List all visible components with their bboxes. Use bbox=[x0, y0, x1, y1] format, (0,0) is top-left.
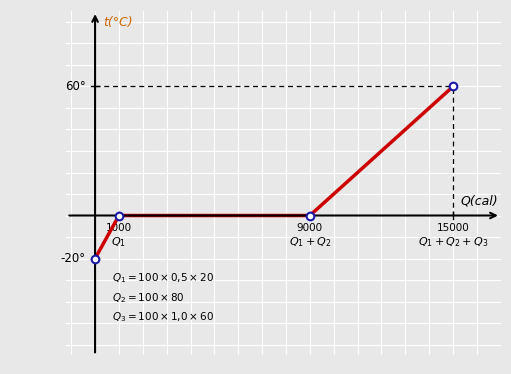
Text: -20°: -20° bbox=[60, 252, 85, 265]
Text: $Q_2 = 100 \times 80$: $Q_2 = 100 \times 80$ bbox=[112, 291, 184, 304]
Text: $Q_1 = 100 \times 0{,}5 \times 20$: $Q_1 = 100 \times 0{,}5 \times 20$ bbox=[112, 272, 214, 285]
Text: Q(cal): Q(cal) bbox=[461, 195, 498, 208]
Text: t(°C): t(°C) bbox=[103, 15, 133, 28]
Text: $Q_3 = 100 \times 1{,}0 \times 60$: $Q_3 = 100 \times 1{,}0 \times 60$ bbox=[112, 310, 214, 324]
Text: $Q_1+Q_2$: $Q_1+Q_2$ bbox=[289, 235, 331, 249]
Text: 60°: 60° bbox=[65, 80, 85, 93]
Text: $Q_1+Q_2+Q_3$: $Q_1+Q_2+Q_3$ bbox=[418, 235, 488, 249]
Text: $Q_1$: $Q_1$ bbox=[111, 235, 126, 249]
Text: 1000: 1000 bbox=[106, 223, 132, 233]
Text: 9000: 9000 bbox=[297, 223, 323, 233]
Text: 15000: 15000 bbox=[437, 223, 470, 233]
